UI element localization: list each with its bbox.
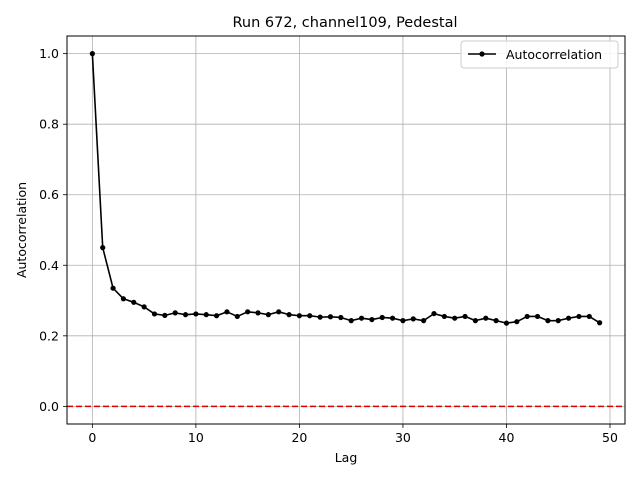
data-point [265, 312, 271, 318]
data-point [89, 51, 95, 57]
x-tick-label: 0 [88, 430, 96, 445]
x-tick-label: 20 [291, 430, 307, 445]
x-tick-label: 10 [188, 430, 204, 445]
data-point [441, 313, 447, 320]
legend-box [460, 40, 619, 69]
data-point [193, 311, 199, 317]
y-tick-label: 0.6 [39, 187, 59, 202]
data-point [389, 315, 396, 321]
data-point [255, 310, 261, 316]
data-point [545, 318, 551, 324]
data-point [100, 245, 106, 251]
series-line [91, 53, 601, 324]
data-point [276, 309, 282, 315]
data-point [151, 311, 158, 317]
y-tick-label: 1.0 [39, 46, 59, 61]
data-point [327, 314, 334, 320]
chart-title: Run 672, channel109, Pedestal [232, 15, 457, 31]
data-point [379, 314, 385, 321]
data-point [534, 313, 541, 320]
data-point [483, 315, 489, 321]
data-point [400, 318, 406, 324]
x-axis-label: Lag [335, 450, 358, 465]
y-axis-label: Autocorrelation [14, 182, 29, 278]
data-point [213, 313, 220, 319]
y-tick-label: 0.4 [39, 258, 59, 273]
data-point [131, 299, 137, 305]
data-point [120, 296, 127, 302]
data-point [358, 315, 365, 321]
data-point [162, 312, 168, 318]
data-point [348, 318, 354, 324]
y-tick-label: 0.0 [39, 399, 59, 414]
data-point [110, 285, 116, 291]
data-point [503, 320, 510, 326]
data-point [555, 318, 561, 324]
series-layer [89, 51, 603, 326]
data-point [576, 313, 582, 320]
data-point [514, 319, 520, 325]
data-point [565, 315, 572, 321]
data-point [421, 318, 427, 324]
data-point [307, 313, 313, 319]
data-point [203, 312, 209, 318]
data-point [410, 316, 416, 322]
data-point [182, 312, 189, 318]
data-point [431, 310, 437, 317]
data-point [524, 313, 530, 320]
data-point [224, 309, 230, 315]
x-tick-label: 40 [499, 430, 515, 445]
data-point [286, 312, 292, 318]
legend: Autocorrelation [460, 40, 619, 69]
data-point [172, 310, 178, 316]
plot-frame [66, 35, 626, 425]
data-point [452, 315, 458, 321]
legend-label: Autocorrelation [506, 47, 602, 62]
data-point [597, 320, 603, 326]
data-point [369, 316, 375, 323]
legend-marker-sample [479, 51, 485, 57]
data-point [317, 314, 323, 320]
data-point [245, 309, 251, 315]
data-point [296, 313, 303, 319]
data-point [586, 313, 592, 320]
data-point [234, 313, 240, 320]
grid-lines [67, 36, 625, 424]
x-tick-label: 50 [602, 430, 618, 445]
data-point [338, 314, 344, 321]
axis-ticks: 0 10 20 30 40 50 0.0 0.2 0.4 0.6 0.8 1.0 [39, 46, 618, 445]
data-point [493, 318, 499, 324]
data-point [472, 318, 479, 324]
x-tick-label: 30 [395, 430, 411, 445]
y-tick-label: 0.8 [39, 117, 59, 132]
data-point [141, 304, 147, 310]
y-tick-label: 0.2 [39, 328, 59, 343]
data-point [462, 313, 468, 320]
